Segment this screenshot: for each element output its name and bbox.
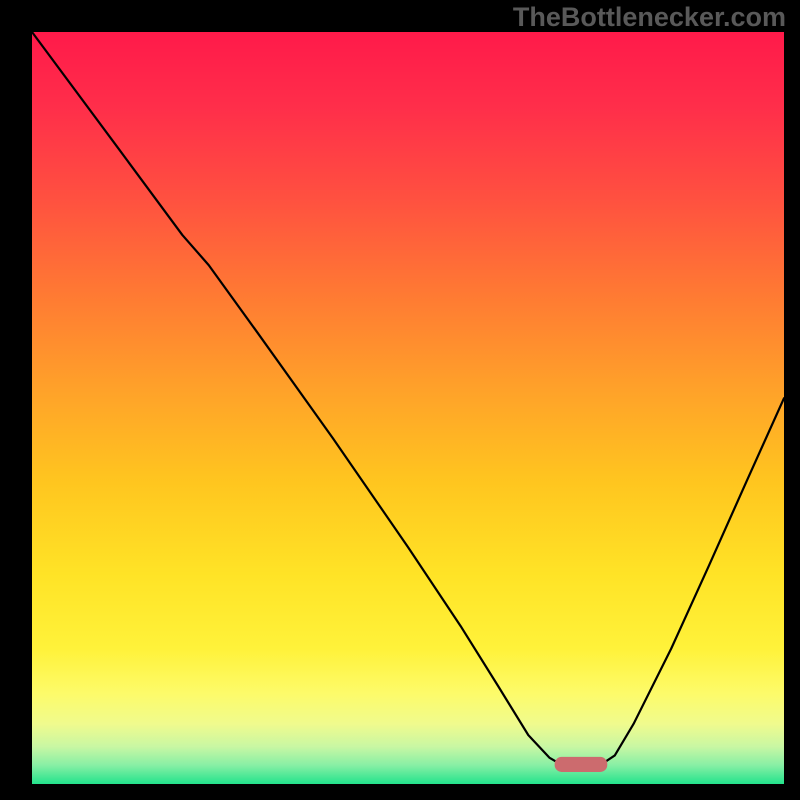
chart-container: TheBottlenecker.com [0, 0, 800, 800]
optimal-marker [555, 757, 608, 772]
chart-svg [0, 0, 800, 800]
plot-background [32, 32, 784, 784]
watermark-text: TheBottlenecker.com [513, 2, 786, 33]
